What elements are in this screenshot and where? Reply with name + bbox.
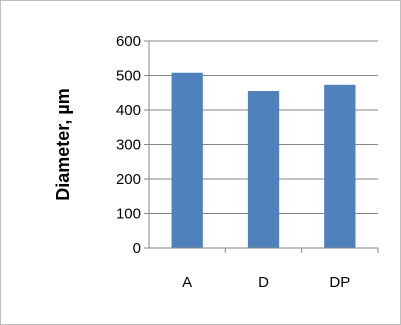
y-tick-label: 400 — [116, 102, 141, 119]
y-tick-label: 100 — [116, 206, 141, 223]
bar-a — [171, 72, 203, 249]
y-tick-label: 600 — [116, 33, 141, 50]
axes — [144, 40, 379, 253]
x-tick-label: DP — [329, 274, 350, 291]
y-tick-label: 200 — [116, 171, 141, 188]
bar-d — [247, 91, 280, 249]
y-tick-label: 500 — [116, 68, 141, 85]
y-tick-label: 0 — [133, 240, 141, 257]
y-axis-label: Diameter, µm — [53, 88, 73, 200]
y-tick-label: 300 — [116, 137, 141, 154]
bar-dp — [324, 84, 356, 248]
x-tick-labels: A D DP — [182, 274, 350, 291]
x-tick-label: D — [258, 274, 269, 291]
x-tick-label: A — [182, 274, 192, 291]
y-tick-labels: 0 100 200 300 400 500 600 — [116, 33, 141, 257]
bars — [171, 72, 356, 249]
